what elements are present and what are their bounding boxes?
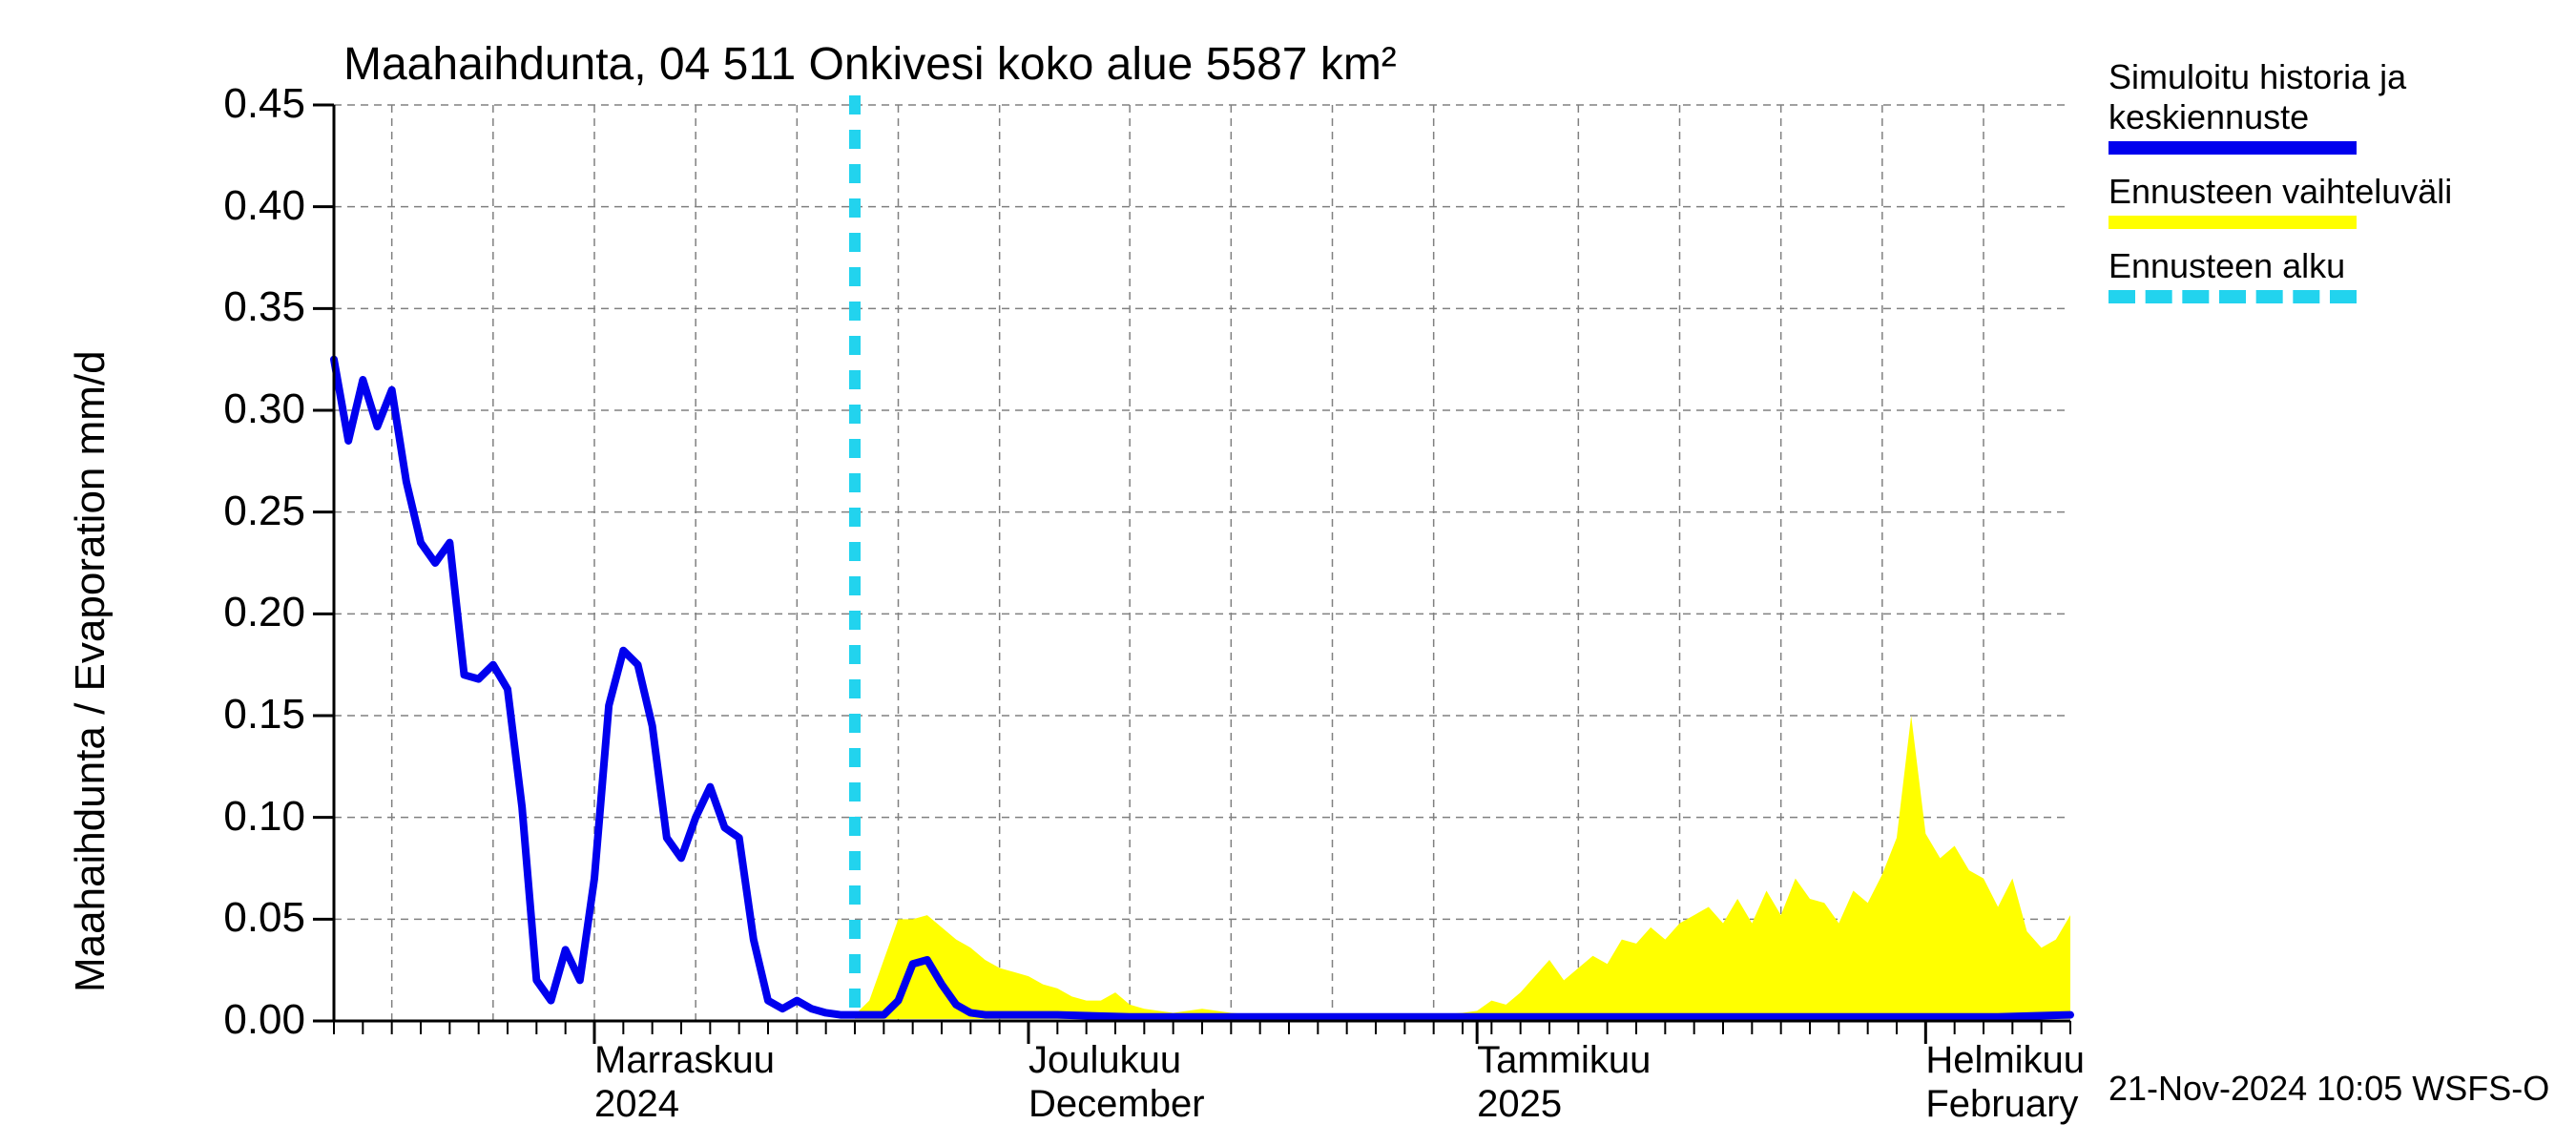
legend-swatch <box>2109 216 2357 229</box>
legend-swatch <box>2109 290 2357 303</box>
chart-legend: Simuloitu historia jakeskiennuste Ennuste… <box>2109 57 2452 321</box>
legend-item: Simuloitu historia jakeskiennuste <box>2109 57 2452 155</box>
legend-swatch <box>2109 141 2357 155</box>
legend-item: Ennusteen vaihteluväli <box>2109 172 2452 229</box>
chart-footer: 21-Nov-2024 10:05 WSFS-O <box>2109 1069 2549 1109</box>
legend-item: Ennusteen alku <box>2109 246 2452 303</box>
